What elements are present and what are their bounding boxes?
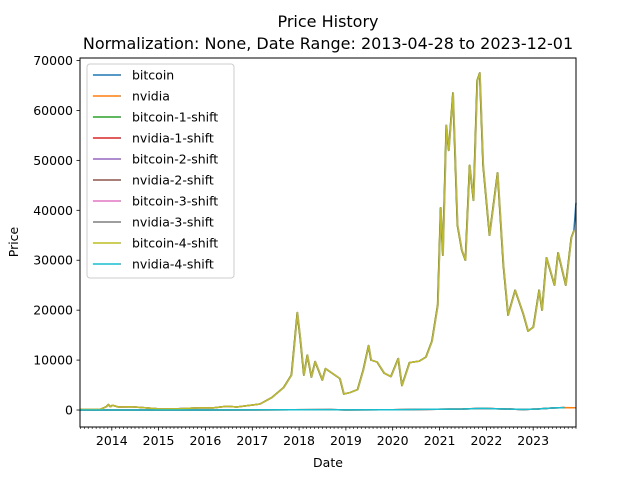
y-tick-label-0: 0 — [65, 403, 73, 418]
legend-label-bitcoin-3-shift: bitcoin-3-shift — [132, 194, 218, 209]
y-axis-label: Price — [6, 226, 21, 257]
legend-box — [86, 63, 235, 279]
y-tick-label-50000: 50000 — [33, 153, 73, 168]
y-tick-label-70000: 70000 — [33, 53, 73, 68]
x-tick-label-2018: 2018 — [283, 433, 315, 448]
legend-label-bitcoin: bitcoin — [132, 68, 174, 83]
y-axis: 0 10000 20000 30000 40000 50000 60000 70000 — [33, 53, 80, 418]
chart-subtitle: Normalization: None, Date Range: 2013-04… — [83, 34, 573, 53]
x-tick-label-2020: 2020 — [377, 433, 409, 448]
x-tick-label-2019: 2019 — [330, 433, 362, 448]
y-tick-label-20000: 20000 — [33, 303, 73, 318]
x-tick-label-2017: 2017 — [236, 433, 268, 448]
y-tick-label-10000: 10000 — [33, 353, 73, 368]
legend-label-nvidia-4-shift: nvidia-4-shift — [132, 257, 214, 272]
plot-frame — [79, 57, 577, 428]
chart-title: Price History — [277, 12, 378, 31]
x-tick-label-2016: 2016 — [189, 433, 221, 448]
legend-label-nvidia: nvidia — [132, 89, 170, 104]
x-axis: 2014 2015 2016 2017 2018 2019 2020 2021 2022 2023 — [80, 427, 577, 448]
x-tick-label-2015: 2015 — [143, 433, 175, 448]
legend-label-nvidia-2-shift: nvidia-2-shift — [132, 173, 214, 188]
x-tick-label-2021: 2021 — [424, 433, 456, 448]
series-lines — [79, 72, 577, 411]
legend-label-bitcoin-1-shift: bitcoin-1-shift — [132, 110, 218, 125]
legend-label-nvidia-1-shift: nvidia-1-shift — [132, 131, 214, 146]
y-tick-label-30000: 30000 — [33, 253, 73, 268]
legend: bitcoin nvidia bitcoin-1-shift nvidia-1-shi… — [86, 63, 235, 279]
x-axis-label: Date — [313, 455, 343, 470]
series-line-nvidia-4-shift — [80, 406, 565, 411]
y-tick-label-60000: 60000 — [33, 103, 73, 118]
series-line-bitcoin-4-shift — [80, 72, 576, 411]
y-tick-label-40000: 40000 — [33, 203, 73, 218]
legend-label-bitcoin-4-shift: bitcoin-4-shift — [132, 236, 218, 251]
legend-label-nvidia-3-shift: nvidia-3-shift — [132, 215, 214, 230]
x-tick-label-2022: 2022 — [470, 433, 502, 448]
legend-label-bitcoin-2-shift: bitcoin-2-shift — [132, 152, 218, 167]
x-tick-label-2023: 2023 — [517, 433, 549, 448]
x-tick-label-2014: 2014 — [96, 433, 128, 448]
